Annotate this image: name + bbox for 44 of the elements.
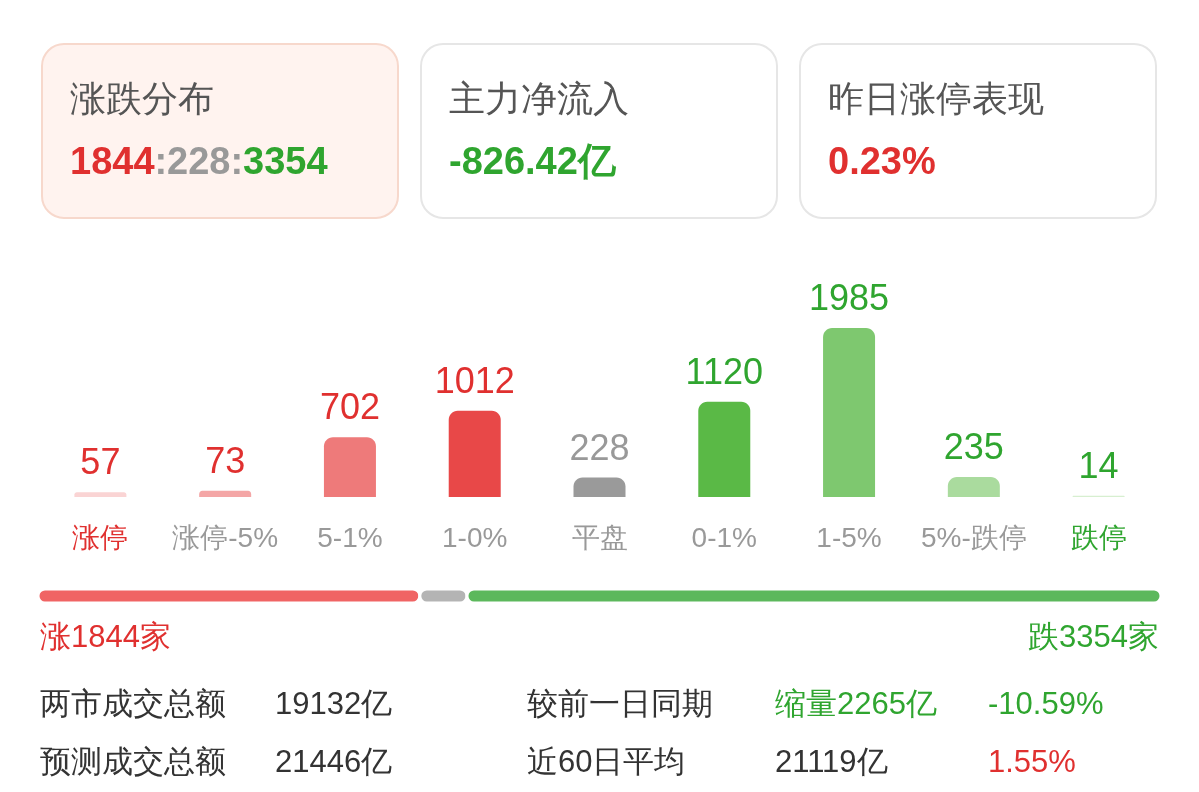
- bar: [74, 492, 127, 497]
- x-tick-label: 5%-跌停: [920, 522, 1027, 553]
- text: 昨日涨停表现: [828, 78, 1044, 119]
- text: -10.59%: [988, 686, 1104, 721]
- data-label: 1985: [809, 277, 890, 318]
- text: 涨跌分布: [70, 78, 214, 119]
- x-tick-label: 涨停-5%: [172, 522, 279, 553]
- x-tick-label: 平盘: [571, 522, 628, 553]
- text: 21119亿: [775, 744, 888, 779]
- x-tick-label: 1-0%: [442, 522, 508, 553]
- text: 涨1844家: [40, 619, 171, 654]
- text: 跌3354家: [1028, 619, 1159, 654]
- text: 0.23%: [828, 140, 936, 182]
- text: 1.55%: [988, 744, 1076, 779]
- text: 预测成交总额: [40, 744, 226, 779]
- data-label: 702: [319, 386, 380, 428]
- text: 主力净流入: [449, 78, 629, 119]
- data-label: 235: [943, 425, 1004, 467]
- text: 19132亿: [275, 686, 393, 721]
- data-label: 228: [569, 426, 630, 468]
- bar: [448, 410, 501, 497]
- text: 近60日平均: [527, 744, 686, 779]
- data-label: 14: [1078, 444, 1119, 486]
- bar: [823, 328, 876, 497]
- data-label: 1120: [685, 350, 763, 392]
- data-label: 57: [80, 441, 121, 483]
- bar: [199, 490, 252, 497]
- text: -826.42亿: [449, 140, 617, 182]
- x-tick-label: 5-1%: [317, 522, 383, 553]
- text: 缩量2265亿: [775, 686, 937, 721]
- data-label: 1012: [434, 359, 515, 401]
- text: 21446亿: [275, 744, 393, 779]
- text: 1844:228:3354: [70, 140, 328, 182]
- x-tick-label: 0-1%: [691, 522, 757, 553]
- bar: [573, 477, 626, 497]
- bar: [323, 437, 376, 497]
- x-tick-label: 1-5%: [816, 522, 882, 553]
- text: 较前一日同期: [527, 686, 713, 721]
- data-label: 73: [205, 439, 246, 481]
- x-tick-label: 跌停: [1070, 522, 1127, 553]
- bar: [698, 401, 751, 497]
- x-tick-label: 涨停: [72, 522, 129, 553]
- text: 两市成交总额: [40, 686, 226, 721]
- bar: [947, 476, 1000, 497]
